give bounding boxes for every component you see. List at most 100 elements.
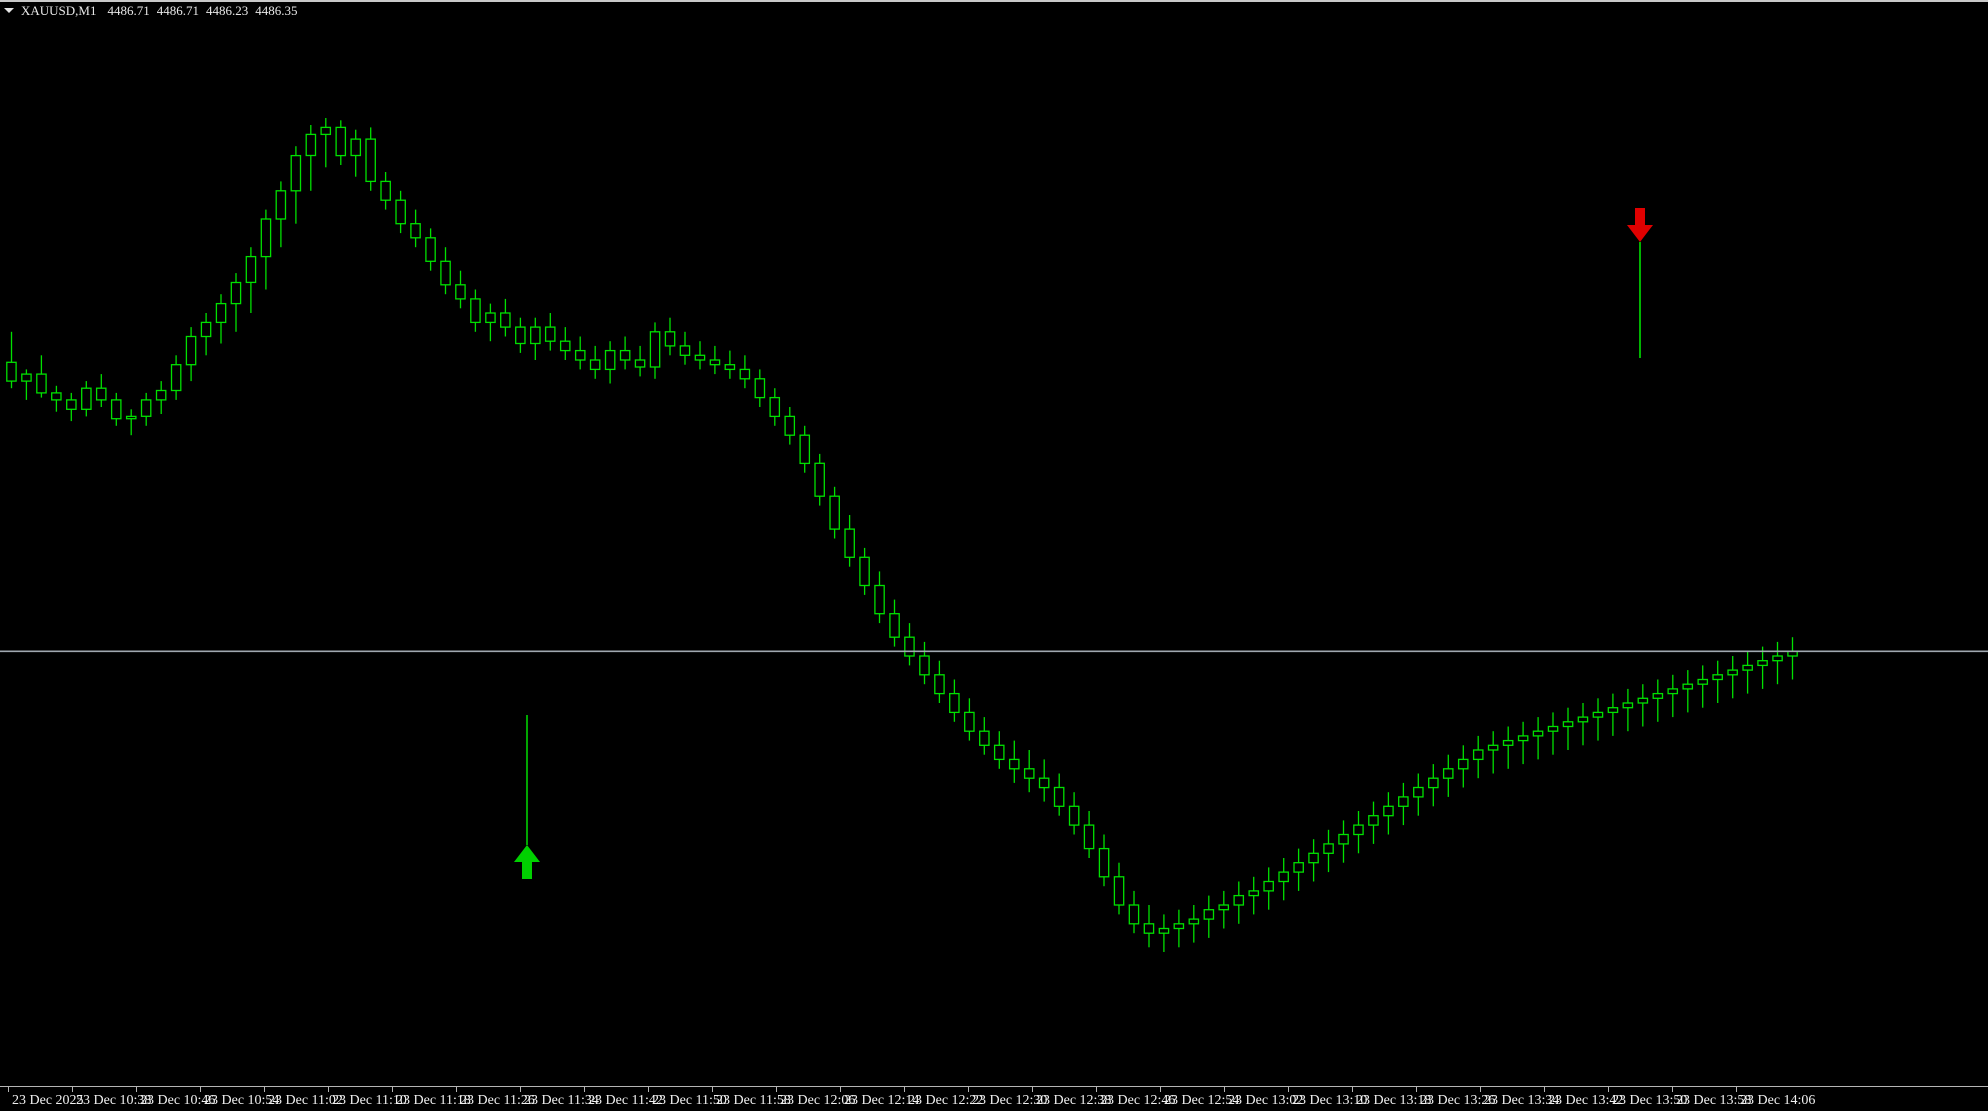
candle-body [724, 364, 736, 371]
quote-open: 4486.71 [107, 2, 150, 18]
candle-body [964, 711, 975, 732]
candle-body [230, 281, 242, 305]
axis-tick [1352, 1087, 1353, 1092]
axis-tick [1224, 1087, 1225, 1092]
candle-body [1472, 749, 1484, 761]
chevron-down-icon[interactable] [4, 7, 14, 13]
quote-close: 4486.35 [255, 2, 298, 18]
candle-body [440, 260, 451, 286]
candle-body [1607, 707, 1619, 714]
axis-tick-label: 23 Dec 11:42 [588, 1093, 663, 1108]
axis-tick-label: 23 Dec 13:10 [1292, 1093, 1368, 1108]
candle-body [1023, 768, 1035, 779]
candle-body [1742, 664, 1753, 671]
axis-tick [904, 1087, 905, 1092]
axis-tick [328, 1087, 329, 1092]
candle-body [1068, 805, 1080, 826]
candle-body [1667, 688, 1679, 695]
candle-body [769, 396, 781, 418]
axis-tick-label: 23 Dec 2025 [12, 1093, 84, 1108]
arrow-up-icon [514, 845, 540, 879]
candle-body [709, 359, 721, 366]
candle-body [649, 331, 661, 368]
candle-body [1727, 669, 1738, 676]
sell-arrow [1627, 208, 1653, 242]
axis-tick [520, 1087, 521, 1092]
signal-markers [514, 208, 1653, 879]
axis-tick-label: 23 Dec 10:54 [204, 1093, 280, 1108]
candle-body [1233, 894, 1245, 906]
candle-body [395, 199, 406, 225]
axis-tick [776, 1087, 777, 1092]
axis-tick [1288, 1087, 1289, 1092]
axis-tick [1608, 1087, 1609, 1092]
axis-tick [1416, 1087, 1417, 1092]
candlestick-canvas [0, 18, 1988, 1082]
quote-high: 4486.71 [156, 2, 199, 18]
candle-body [66, 399, 77, 410]
axis-tick-label: 23 Dec 11:58 [716, 1093, 791, 1108]
candle-body [380, 180, 391, 201]
candle-body [679, 345, 691, 356]
candle-body [455, 284, 466, 300]
candle-body [485, 312, 496, 324]
candle-body [739, 368, 751, 380]
window-top-rule [0, 0, 1988, 2]
candle-body [6, 361, 17, 382]
candle-body [185, 335, 197, 366]
candle-body [1113, 876, 1125, 906]
candle-body [1457, 758, 1469, 770]
candle-body [844, 528, 855, 558]
axis-tick [968, 1087, 969, 1092]
candle-body [1428, 777, 1439, 789]
candle-body [544, 326, 556, 342]
candle-body [36, 373, 47, 394]
axis-tick-label: 23 Dec 11:18 [396, 1093, 471, 1108]
candle-body [1278, 871, 1289, 883]
axis-tick-label: 23 Dec 13:26 [1420, 1093, 1496, 1108]
axis-tick [840, 1087, 841, 1092]
candle-body [604, 349, 616, 371]
axis-tick [200, 1087, 201, 1092]
symbol-label: XAUUSD,M1 [21, 2, 97, 18]
candle-body [470, 298, 481, 324]
candle-body [1158, 927, 1170, 934]
candle-body [1502, 739, 1514, 746]
time-axis-rule [0, 1086, 1988, 1087]
axis-tick [72, 1087, 73, 1092]
candle-body [889, 613, 900, 638]
candle-body [290, 154, 302, 192]
axis-tick-label: 23 Dec 12:06 [780, 1093, 856, 1108]
candle-body [260, 218, 272, 258]
candle-body [125, 415, 137, 420]
axis-tick-label: 23 Dec 13:02 [1228, 1093, 1304, 1108]
candle-body [1487, 744, 1499, 751]
candle-body [1293, 862, 1304, 873]
candle-body [829, 495, 840, 530]
chart-plot-area[interactable] [0, 18, 1988, 1082]
candle-body [275, 190, 287, 220]
axis-tick [392, 1087, 393, 1092]
candle-body [1383, 805, 1394, 817]
axis-tick [8, 1087, 9, 1092]
time-axis[interactable]: 23 Dec 2025 23 Dec 10:38 23 Dec 10:46 23 De… [0, 1087, 1988, 1111]
candle-body [1203, 909, 1215, 920]
candle-body [1323, 843, 1334, 854]
candle-body [559, 340, 571, 352]
candle-body [1592, 711, 1604, 718]
axis-tick-label: 23 Dec 12:14 [844, 1093, 920, 1108]
candle-body [110, 399, 122, 420]
axis-tick-label: 23 Dec 14:06 [1740, 1093, 1816, 1108]
symbol-quote-bar: XAUUSD,M1 4486.71 4486.71 4486.23 4486.3… [0, 2, 1988, 18]
axis-tick-label: 23 Dec 11:02 [268, 1093, 343, 1108]
candle-body [1188, 918, 1200, 925]
plot-background [0, 18, 1988, 1082]
candle-body [694, 354, 706, 361]
candle-body [500, 312, 511, 328]
candle-body [1757, 660, 1768, 667]
candle-body [81, 387, 92, 410]
axis-tick-label: 23 Dec 11:34 [524, 1093, 599, 1108]
candle-body [410, 223, 421, 239]
candle-body [530, 326, 541, 345]
